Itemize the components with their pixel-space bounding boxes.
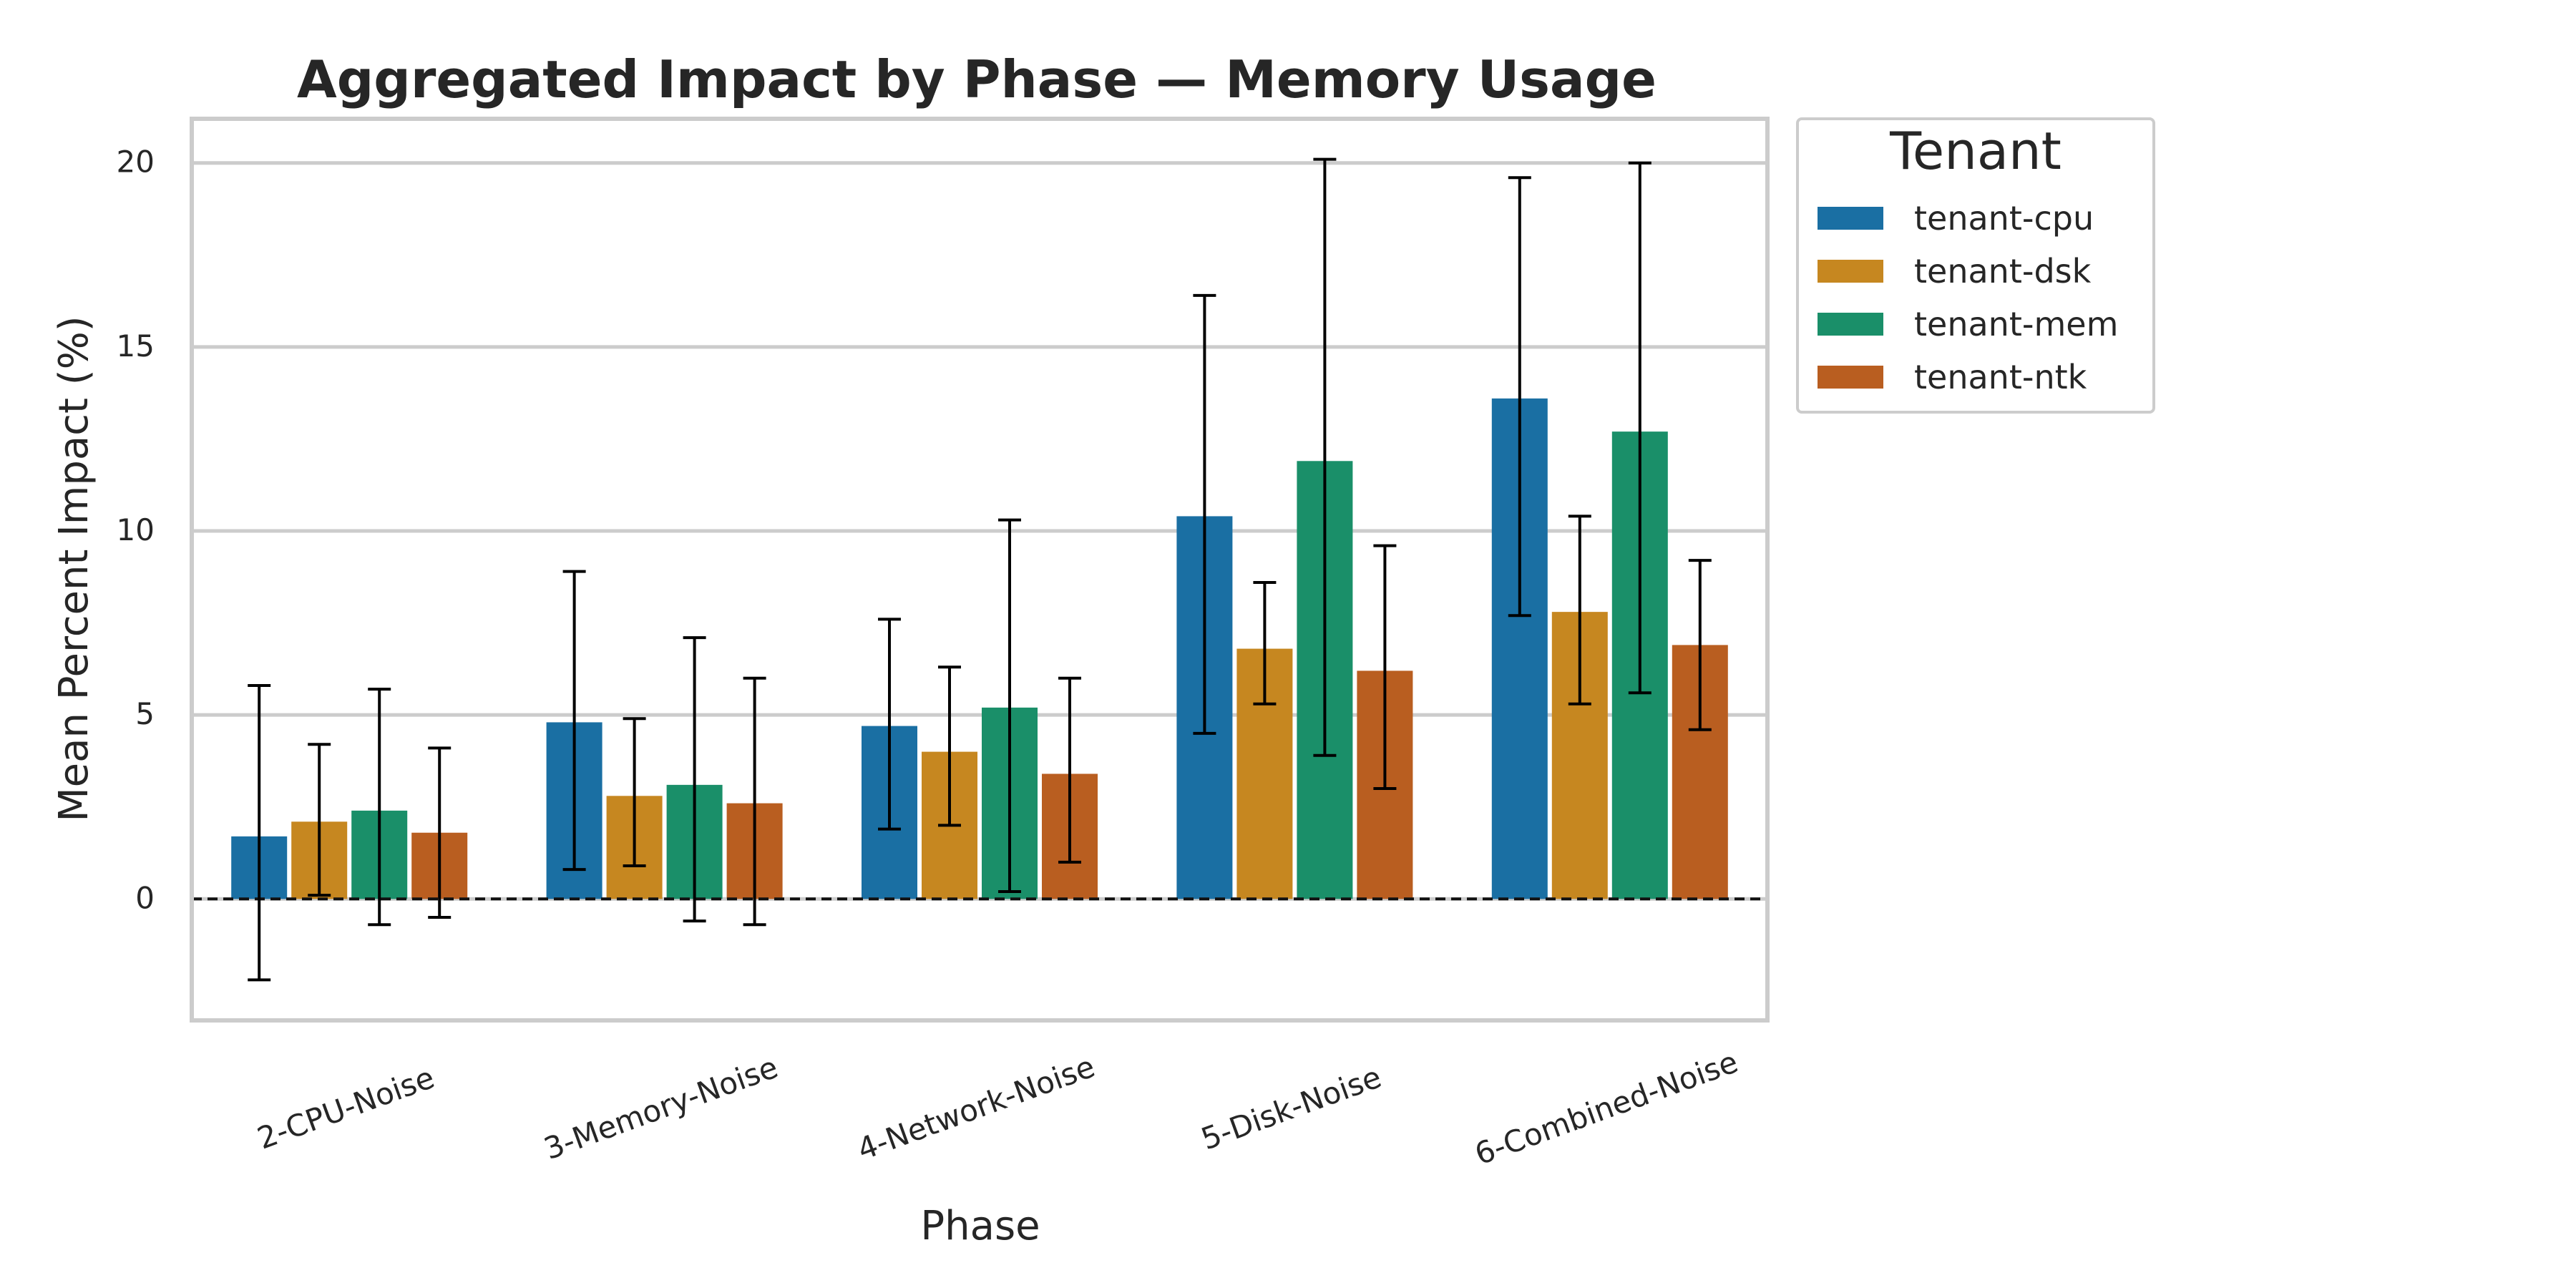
legend-label-tenant-mem: tenant-mem [1914, 305, 2118, 343]
error-bar [368, 688, 391, 927]
legend-label-tenant-cpu: tenant-cpu [1914, 199, 2094, 238]
legend-swatch-tenant-mem [1818, 313, 1883, 336]
y-tick-label: 15 [117, 328, 155, 364]
y-axis-label: Mean Percent Impact (%) [51, 316, 97, 821]
error-bar [998, 518, 1021, 893]
error-bar [623, 717, 646, 867]
legend-frame [1796, 117, 2155, 414]
error-bar [248, 684, 271, 982]
plot-frame [190, 117, 1770, 1023]
y-tick-label: 0 [135, 880, 155, 915]
error-bar [1628, 161, 1652, 695]
error-bar [743, 676, 766, 927]
error-bar [1508, 176, 1531, 618]
error-bar [308, 743, 331, 897]
y-tick-label: 20 [117, 145, 155, 180]
y-tick-label: 10 [117, 512, 155, 547]
error-bar [1313, 157, 1337, 757]
error-bar [428, 746, 452, 919]
error-bar [1568, 514, 1591, 706]
error-bar [1193, 293, 1216, 735]
error-bar [1253, 581, 1277, 706]
error-bar [1688, 559, 1712, 731]
error-bar [878, 618, 901, 831]
legend-swatch-tenant-ntk [1818, 366, 1883, 389]
legend-label-tenant-dsk: tenant-dsk [1914, 252, 2092, 291]
y-tick-label: 5 [135, 696, 155, 731]
error-bar [1058, 676, 1081, 864]
x-axis-label: Phase [920, 1203, 1040, 1249]
error-bar [562, 570, 586, 872]
legend-items: tenant-cpu tenant-dsk tenant-mem tenant-ntk [1818, 199, 2118, 396]
legend-label-tenant-ntk: tenant-ntk [1914, 358, 2087, 396]
legend-swatch-tenant-cpu [1818, 207, 1883, 230]
error-bar [1373, 544, 1397, 790]
legend-swatch-tenant-dsk [1818, 260, 1883, 283]
error-bar [683, 636, 706, 923]
chart-title: Aggregated Impact by Phase — Memory Usag… [297, 49, 1657, 109]
legend-title: Tenant [1889, 121, 2062, 181]
legend: Tenant tenant-cputenant-dsktenant-memten… [1796, 117, 2155, 414]
error-bar [938, 665, 961, 827]
